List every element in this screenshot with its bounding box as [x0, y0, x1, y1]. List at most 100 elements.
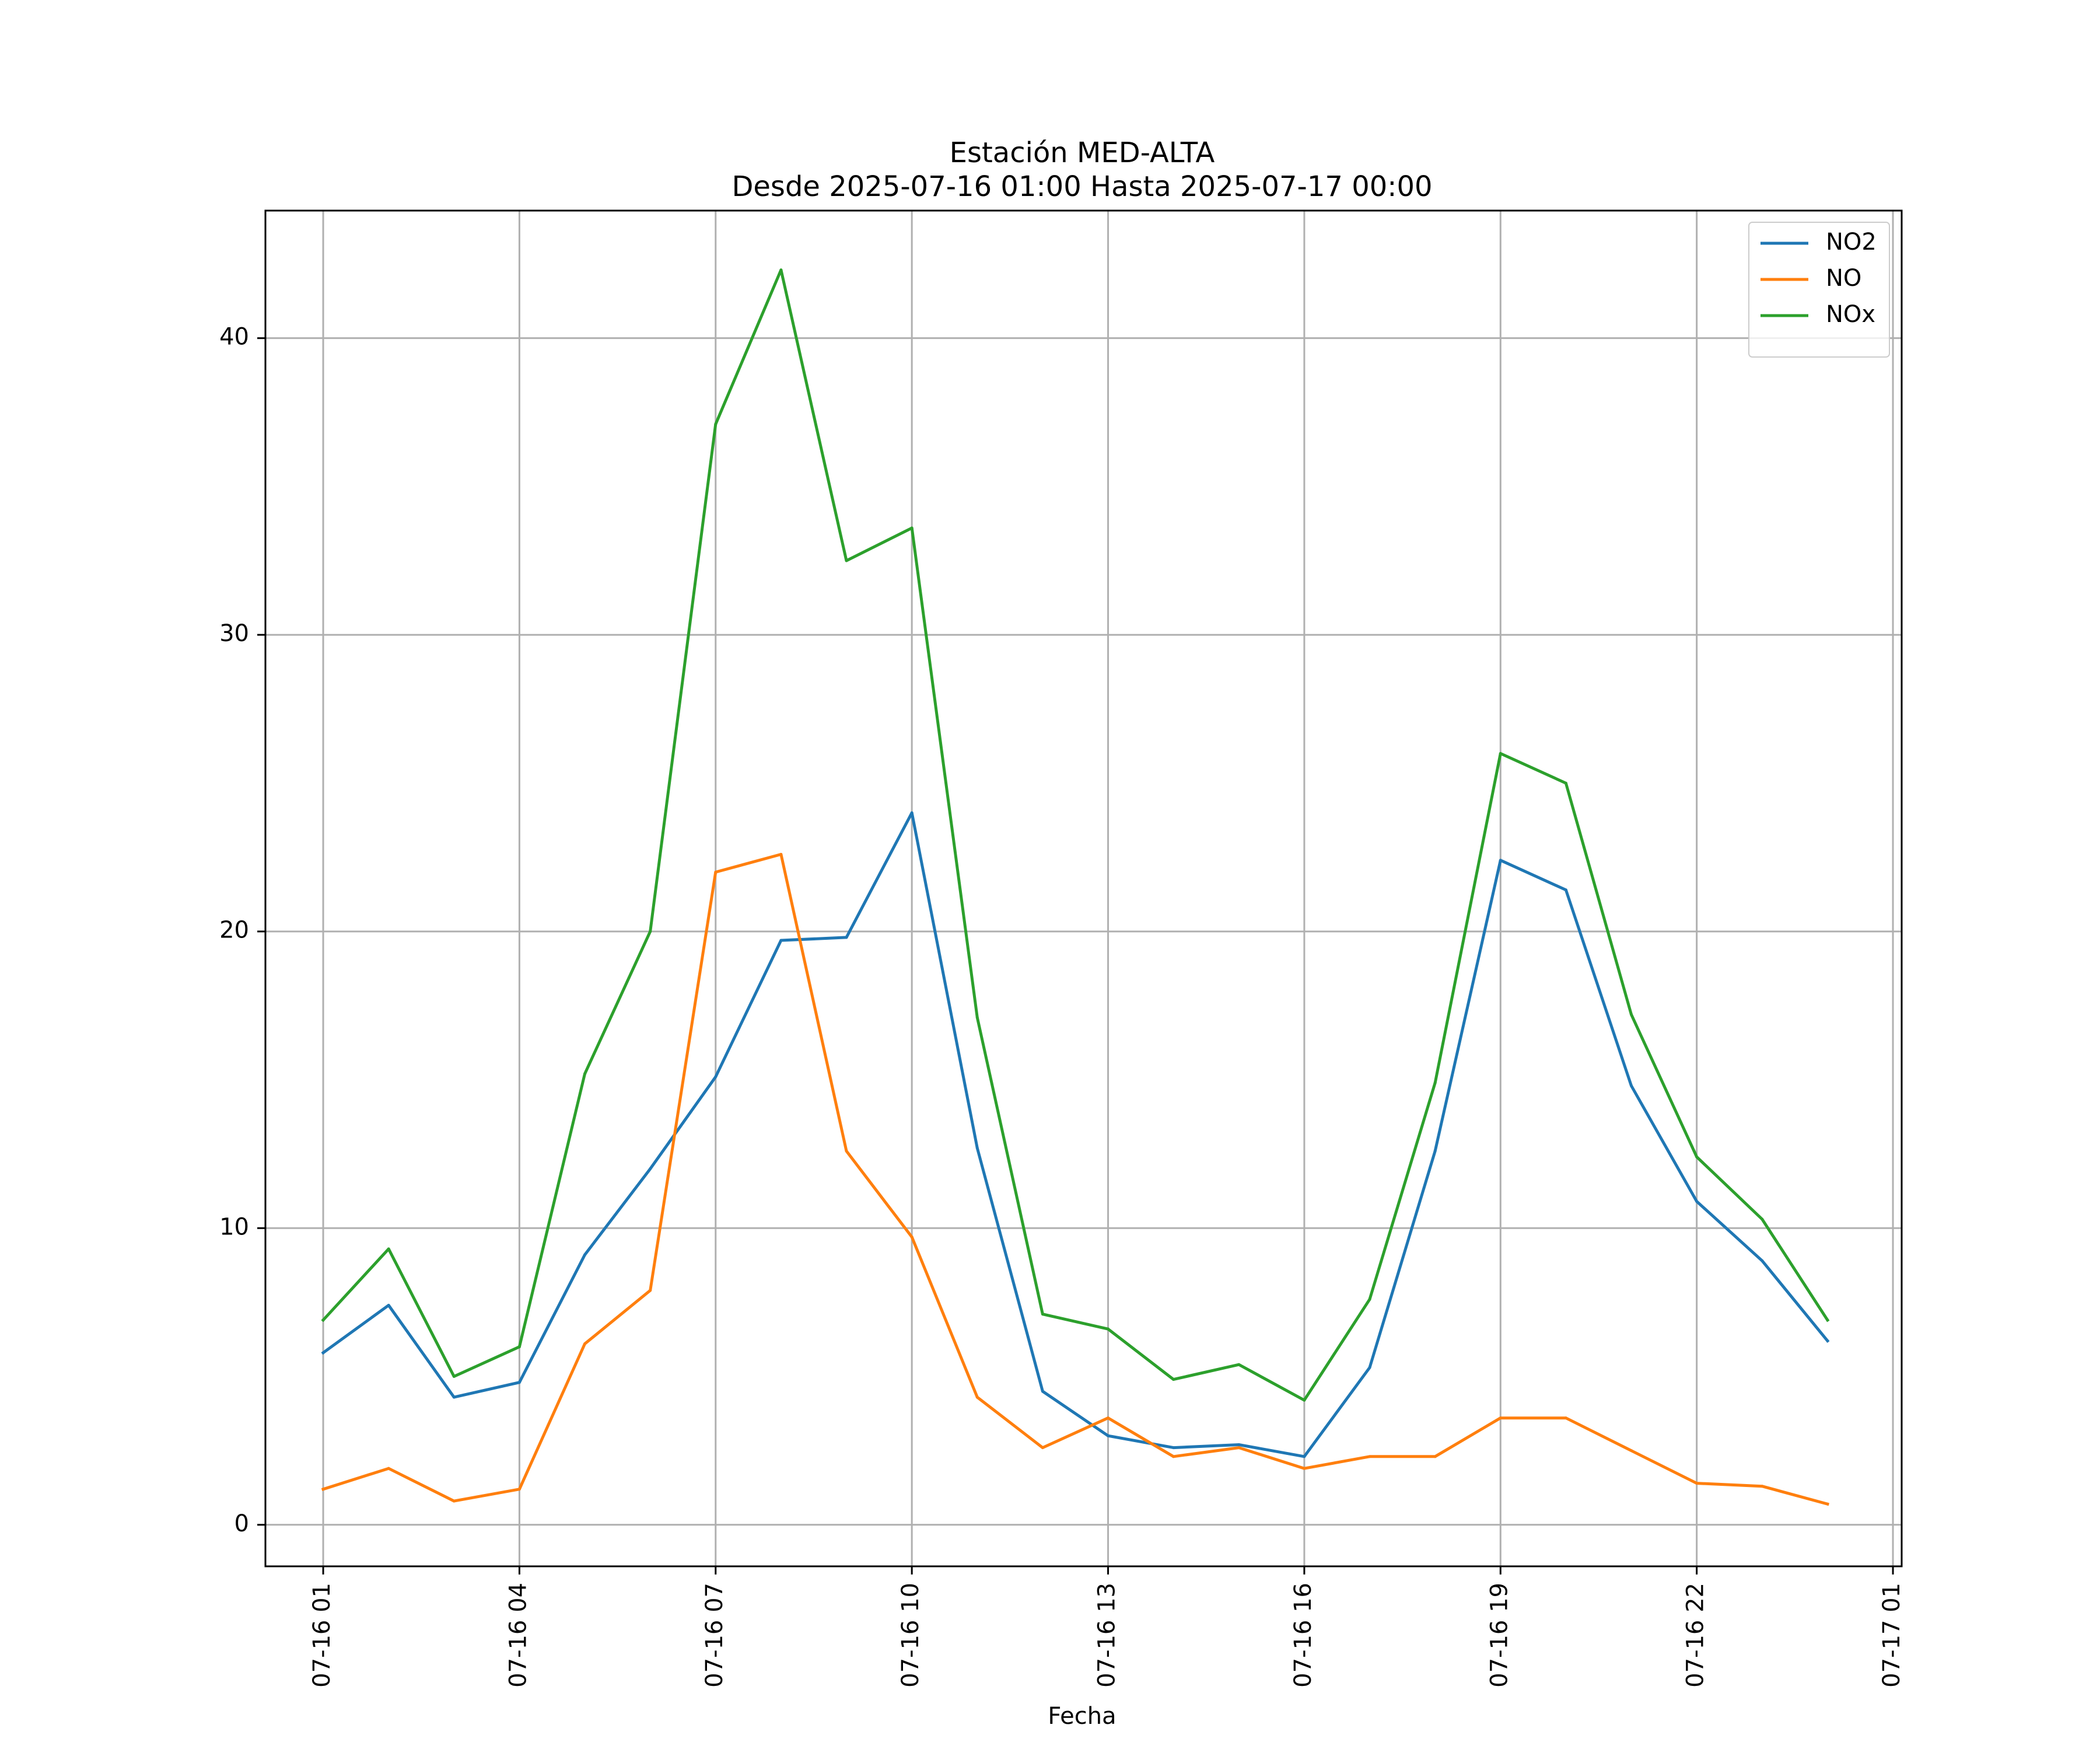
data-point-no [910, 1236, 914, 1239]
data-point-no [1107, 1416, 1110, 1420]
legend: NO2 NO NOx [1748, 222, 1890, 358]
data-point-nox [1499, 752, 1502, 755]
data-point-no2 [1826, 1339, 1829, 1343]
data-point-no2 [1433, 1149, 1437, 1153]
data-point-no2 [975, 1146, 979, 1150]
data-point-no [452, 1499, 456, 1503]
data-point-no2 [387, 1303, 390, 1307]
data-point-no2 [321, 1351, 325, 1355]
y-tick-label: 20 [219, 917, 249, 944]
data-point-no2 [1237, 1443, 1241, 1447]
data-point-nox [1303, 1398, 1306, 1402]
data-point-no2 [583, 1253, 587, 1257]
data-point-nox [1041, 1313, 1044, 1316]
y-axis: 0 10 20 30 40 [219, 324, 265, 1537]
data-point-no2 [1041, 1390, 1044, 1393]
data-point-no2 [845, 936, 848, 939]
data-point-no [1172, 1455, 1175, 1458]
data-point-nox [1237, 1363, 1241, 1366]
data-point-no [1630, 1449, 1633, 1453]
data-point-nox [975, 1016, 979, 1019]
x-tick-label: 07-16 07 [701, 1583, 728, 1688]
data-point-no [583, 1342, 587, 1346]
series-no [321, 853, 1829, 1506]
data-point-no [975, 1395, 979, 1399]
data-point-no2 [517, 1381, 521, 1384]
legend-frame [1748, 222, 1890, 358]
series-nox [321, 268, 1830, 1402]
data-point-no [1760, 1485, 1764, 1488]
data-point-no2 [779, 939, 783, 942]
data-point-no [517, 1488, 521, 1491]
data-point-no2 [910, 811, 914, 814]
data-point-no [845, 1149, 848, 1153]
x-tick-label: 07-16 19 [1486, 1583, 1513, 1688]
series-line-no2 [321, 811, 1830, 1458]
data-point-no2 [1107, 1434, 1110, 1437]
data-point-no [1826, 1502, 1829, 1506]
legend-label-no: NO [1826, 265, 1861, 292]
data-point-nox [910, 526, 914, 530]
x-tick-label: 07-16 10 [897, 1583, 924, 1688]
data-point-nox [845, 559, 848, 562]
data-point-no2 [1695, 1200, 1699, 1203]
x-tick-label: 07-16 13 [1094, 1583, 1121, 1688]
y-tick-label: 40 [219, 324, 249, 351]
data-point-nox [649, 930, 652, 933]
data-point-no [1433, 1455, 1437, 1458]
data-point-nox [452, 1375, 456, 1378]
legend-label-no2: NO2 [1826, 229, 1877, 256]
chart-title: Estación MED-ALTA [950, 137, 1215, 169]
plot-frame [264, 209, 1903, 1567]
data-point-no [1237, 1446, 1241, 1450]
data-point-no2 [1368, 1366, 1371, 1369]
data-point-no2 [1499, 859, 1502, 862]
series-no2 [321, 811, 1830, 1458]
data-point-no [1695, 1482, 1699, 1485]
series-line-no [321, 853, 1829, 1506]
data-point-no2 [1564, 888, 1567, 892]
data-point-nox [779, 268, 783, 272]
data-point-nox [1172, 1378, 1175, 1381]
data-point-no2 [1172, 1446, 1175, 1450]
data-point-no [1041, 1446, 1044, 1450]
legend-label-nox: NOx [1826, 301, 1875, 328]
data-point-nox [1564, 781, 1567, 785]
data-point-nox [321, 1318, 325, 1322]
series-line-nox [321, 268, 1830, 1402]
grid-layer [265, 211, 1902, 1566]
data-point-no2 [452, 1395, 456, 1399]
data-point-no [1499, 1416, 1502, 1420]
data-point-nox [583, 1072, 587, 1076]
data-point-no [649, 1289, 652, 1292]
data-point-nox [1433, 1081, 1437, 1084]
data-point-no [1368, 1455, 1371, 1458]
data-point-nox [387, 1247, 390, 1251]
y-tick-label: 30 [219, 620, 249, 647]
y-tick-label: 0 [235, 1510, 249, 1537]
data-point-nox [1630, 1013, 1633, 1016]
data-point-no [1564, 1416, 1567, 1420]
data-point-nox [1826, 1318, 1829, 1322]
data-point-no [387, 1467, 390, 1470]
x-tick-label: 07-17 01 [1878, 1583, 1905, 1688]
data-point-no2 [1303, 1455, 1306, 1458]
data-point-nox [1760, 1217, 1764, 1221]
chart-subtitle: Desde 2025-07-16 01:00 Hasta 2025-07-17 … [732, 170, 1432, 203]
x-tick-label: 07-16 04 [505, 1583, 531, 1688]
x-axis: 07-16 01 07-16 04 07-16 07 07-16 10 07-16 13… [309, 1566, 1905, 1688]
series-layer [321, 268, 1830, 1506]
x-axis-label: Fecha [1048, 1703, 1116, 1730]
data-point-no [714, 870, 718, 874]
data-point-nox [1368, 1297, 1371, 1301]
data-point-nox [1107, 1327, 1110, 1331]
y-tick-label: 10 [219, 1213, 249, 1240]
x-tick-label: 07-16 22 [1682, 1583, 1709, 1688]
data-point-no2 [714, 1075, 718, 1079]
data-point-nox [714, 422, 718, 426]
x-tick-label: 07-16 16 [1290, 1583, 1317, 1688]
data-point-nox [1695, 1155, 1699, 1159]
data-point-nox [517, 1345, 521, 1349]
